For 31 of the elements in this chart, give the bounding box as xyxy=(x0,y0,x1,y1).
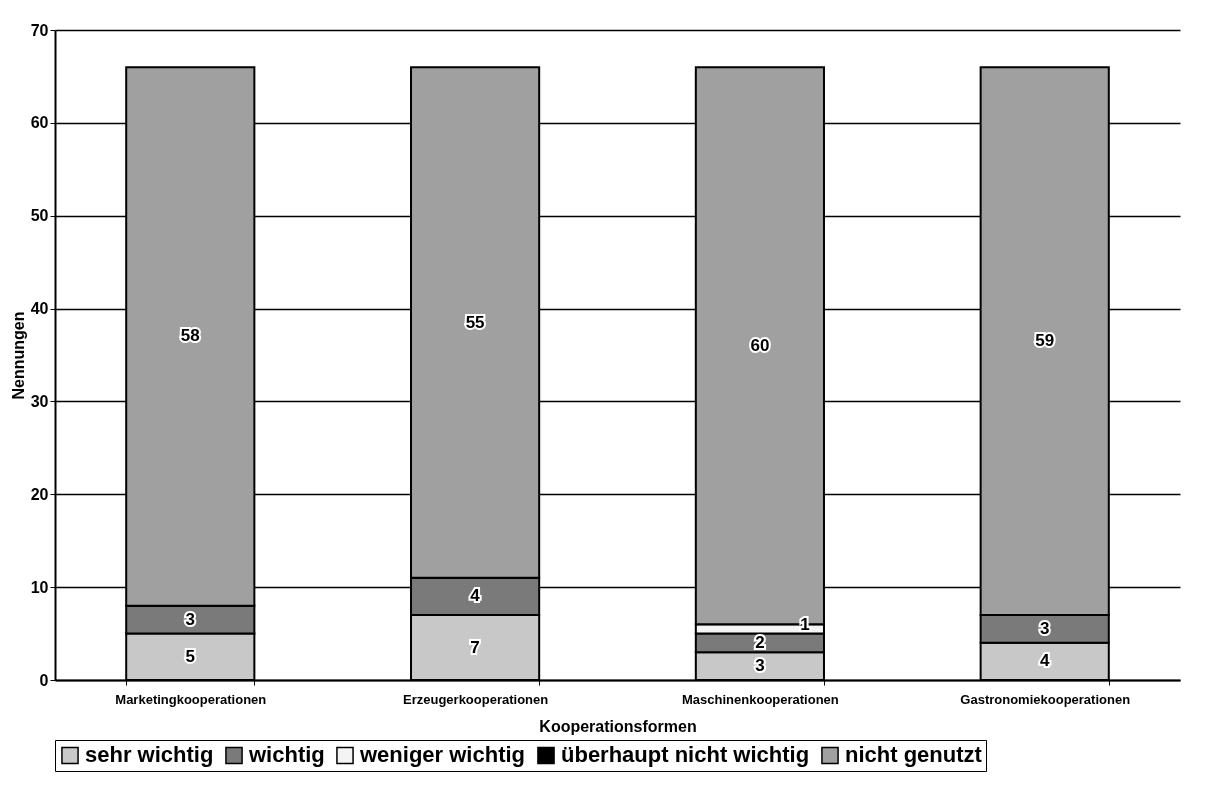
data-label: 5 xyxy=(185,646,196,666)
x-tick-label: Erzeugerkooperationen xyxy=(402,691,549,707)
data-label: 7 xyxy=(470,637,480,657)
x-axis-title: Kooperationsformen xyxy=(539,717,697,735)
data-label: 2 xyxy=(755,632,765,652)
data-label: 59 xyxy=(1035,331,1055,351)
legend-label: weniger wichtig xyxy=(359,742,526,768)
y-axis-title: Nennungen xyxy=(9,311,27,400)
data-label: 3 xyxy=(185,609,196,629)
y-tick-label: 70 xyxy=(30,21,49,39)
data-label: 55 xyxy=(465,312,485,332)
x-tick-label: Marketingkooperationen xyxy=(115,691,267,707)
y-tick-label: 50 xyxy=(30,207,49,225)
y-tick-label: 0 xyxy=(39,671,49,689)
y-tick-label: 10 xyxy=(30,578,49,596)
data-label: 4 xyxy=(1039,651,1050,671)
data-label: 58 xyxy=(180,326,200,346)
legend-label: nicht genutzt xyxy=(845,742,983,768)
legend-label: wichtig xyxy=(248,742,325,768)
legend-label: sehr wichtig xyxy=(85,742,214,768)
x-tick-label: Gastronomiekooperationen xyxy=(960,691,1131,707)
y-tick-label: 40 xyxy=(30,300,49,318)
y-tick-label: 20 xyxy=(30,485,49,503)
x-tick-label: Maschinenkooperationen xyxy=(682,691,839,707)
y-tick-label: 30 xyxy=(30,392,49,410)
legend-label: überhaupt nicht wichtig xyxy=(561,742,810,768)
data-label: 3 xyxy=(755,656,765,676)
data-label: 3 xyxy=(1039,618,1050,638)
y-tick-label: 60 xyxy=(30,114,49,132)
data-label: 4 xyxy=(470,586,481,606)
data-label: 60 xyxy=(750,335,770,355)
